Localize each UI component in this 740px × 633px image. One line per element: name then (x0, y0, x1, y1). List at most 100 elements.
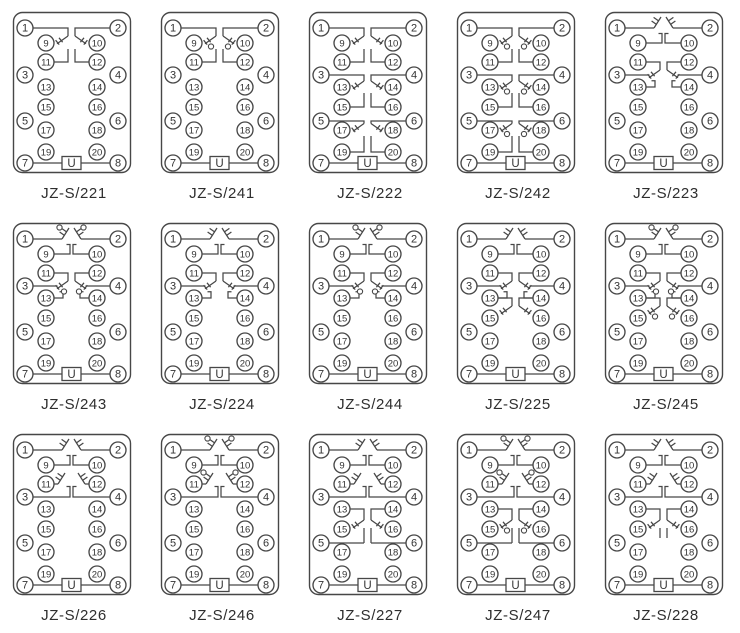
terminal-7-number: 7 (170, 580, 176, 592)
terminal-13 (629, 78, 647, 96)
terminal-9-number: 9 (43, 39, 48, 50)
terminal-8 (701, 576, 719, 594)
diagram-card: U 1 2 3 4 5 6 7 8 9 10 11 12 13 14 15 16 17 18 19 20 JZ-S/24… (148, 422, 296, 633)
terminal-3 (164, 277, 182, 295)
terminal-17-number: 17 (485, 548, 496, 559)
terminal-1 (16, 230, 34, 248)
terminal-18-number: 18 (92, 548, 103, 559)
terminal-19 (185, 143, 203, 161)
terminal-5-number: 5 (22, 116, 28, 128)
diagram-card: U 1 2 3 4 5 6 7 8 9 10 11 12 13 14 15 16 17 18 19 20 JZ-S/24… (444, 0, 592, 211)
terminal-6 (405, 534, 423, 552)
terminal-20 (236, 354, 254, 372)
terminal-7 (460, 576, 478, 594)
terminal-11-number: 11 (189, 58, 199, 69)
terminal-8-number: 8 (263, 580, 269, 592)
terminal-18 (680, 121, 698, 139)
terminal-5-number: 5 (170, 116, 176, 128)
terminal-8 (257, 154, 275, 172)
terminal-16 (236, 309, 254, 327)
terminal-13 (481, 289, 499, 307)
diagram-card: U 1 2 3 4 5 6 7 8 9 10 11 12 13 14 15 16 17 18 19 20 JZ-S/22… (0, 422, 148, 633)
terminal-15-number: 15 (633, 314, 644, 325)
terminal-14-number: 14 (684, 294, 695, 305)
terminal-5-number: 5 (170, 327, 176, 339)
terminal-20 (88, 354, 106, 372)
terminal-9 (185, 34, 203, 52)
terminal-20-number: 20 (536, 148, 547, 159)
terminal-10-number: 10 (684, 39, 695, 50)
terminal-10-number: 10 (92, 39, 103, 50)
terminal-2-number: 2 (411, 23, 417, 35)
terminal-9 (481, 456, 499, 474)
terminal-6 (405, 323, 423, 341)
terminal-5 (16, 323, 34, 341)
terminal-5 (164, 323, 182, 341)
terminal-13 (185, 78, 203, 96)
terminal-3 (164, 488, 182, 506)
power-box (357, 366, 378, 382)
terminal-12 (532, 53, 550, 71)
terminal-7-number: 7 (614, 158, 620, 170)
diagram-card: U 1 2 3 4 5 6 7 8 9 10 11 12 13 14 15 16 17 18 19 20 JZ-S/22… (296, 0, 444, 211)
terminal-18 (384, 121, 402, 139)
terminal-4 (257, 277, 275, 295)
terminal-17-number: 17 (337, 337, 348, 348)
terminal-5 (608, 534, 626, 552)
diagram-card: U 1 2 3 4 5 6 7 8 9 10 11 12 13 14 15 16 17 18 19 20 JZ-S/22… (296, 422, 444, 633)
contact-wiring: U (477, 27, 554, 171)
terminal-19 (37, 565, 55, 583)
terminal-6-number: 6 (411, 116, 417, 128)
power-label: U (215, 580, 223, 592)
terminal-1 (16, 19, 34, 37)
power-box (505, 366, 526, 382)
terminal-4 (405, 488, 423, 506)
terminal-18 (384, 543, 402, 561)
terminal-1 (312, 230, 330, 248)
terminal-8 (553, 154, 571, 172)
terminal-10-number: 10 (388, 461, 399, 472)
terminal-1 (164, 230, 182, 248)
terminal-18-number: 18 (684, 337, 695, 348)
power-box (357, 155, 378, 171)
terminal-19-number: 19 (485, 359, 496, 370)
socket-outline (456, 222, 576, 385)
terminal-20 (384, 565, 402, 583)
terminal-11-number: 11 (41, 480, 51, 491)
terminal-4-number: 4 (559, 492, 565, 504)
terminal-5-number: 5 (614, 116, 620, 128)
terminal-17-number: 17 (485, 337, 496, 348)
terminal-19-number: 19 (41, 359, 52, 370)
terminal-17-number: 17 (633, 337, 644, 348)
power-label: U (363, 369, 371, 381)
terminal-16 (236, 98, 254, 116)
terminal-15-number: 15 (633, 525, 644, 536)
terminal-6-number: 6 (707, 116, 713, 128)
terminal-3-number: 3 (614, 70, 620, 82)
terminal-19 (333, 565, 351, 583)
terminal-13 (37, 78, 55, 96)
terminal-20-number: 20 (684, 570, 695, 581)
terminal-4-number: 4 (707, 70, 713, 82)
terminal-17 (37, 121, 55, 139)
terminal-18 (532, 332, 550, 350)
terminal-8-number: 8 (411, 369, 417, 381)
terminal-4-number: 4 (707, 281, 713, 293)
contact-wiring: U (329, 438, 406, 593)
terminal-9-number: 9 (635, 250, 640, 261)
terminal-5-number: 5 (614, 538, 620, 550)
terminal-16 (532, 98, 550, 116)
terminal-15-number: 15 (337, 103, 348, 114)
terminal-14-number: 14 (92, 83, 103, 94)
terminal-6 (109, 112, 127, 130)
terminal-20-number: 20 (240, 359, 251, 370)
power-box (209, 577, 230, 593)
terminal-4-number: 4 (559, 70, 565, 82)
terminal-6 (553, 112, 571, 130)
terminal-4 (701, 66, 719, 84)
terminal-14-number: 14 (388, 294, 399, 305)
terminal-10-number: 10 (240, 250, 251, 261)
